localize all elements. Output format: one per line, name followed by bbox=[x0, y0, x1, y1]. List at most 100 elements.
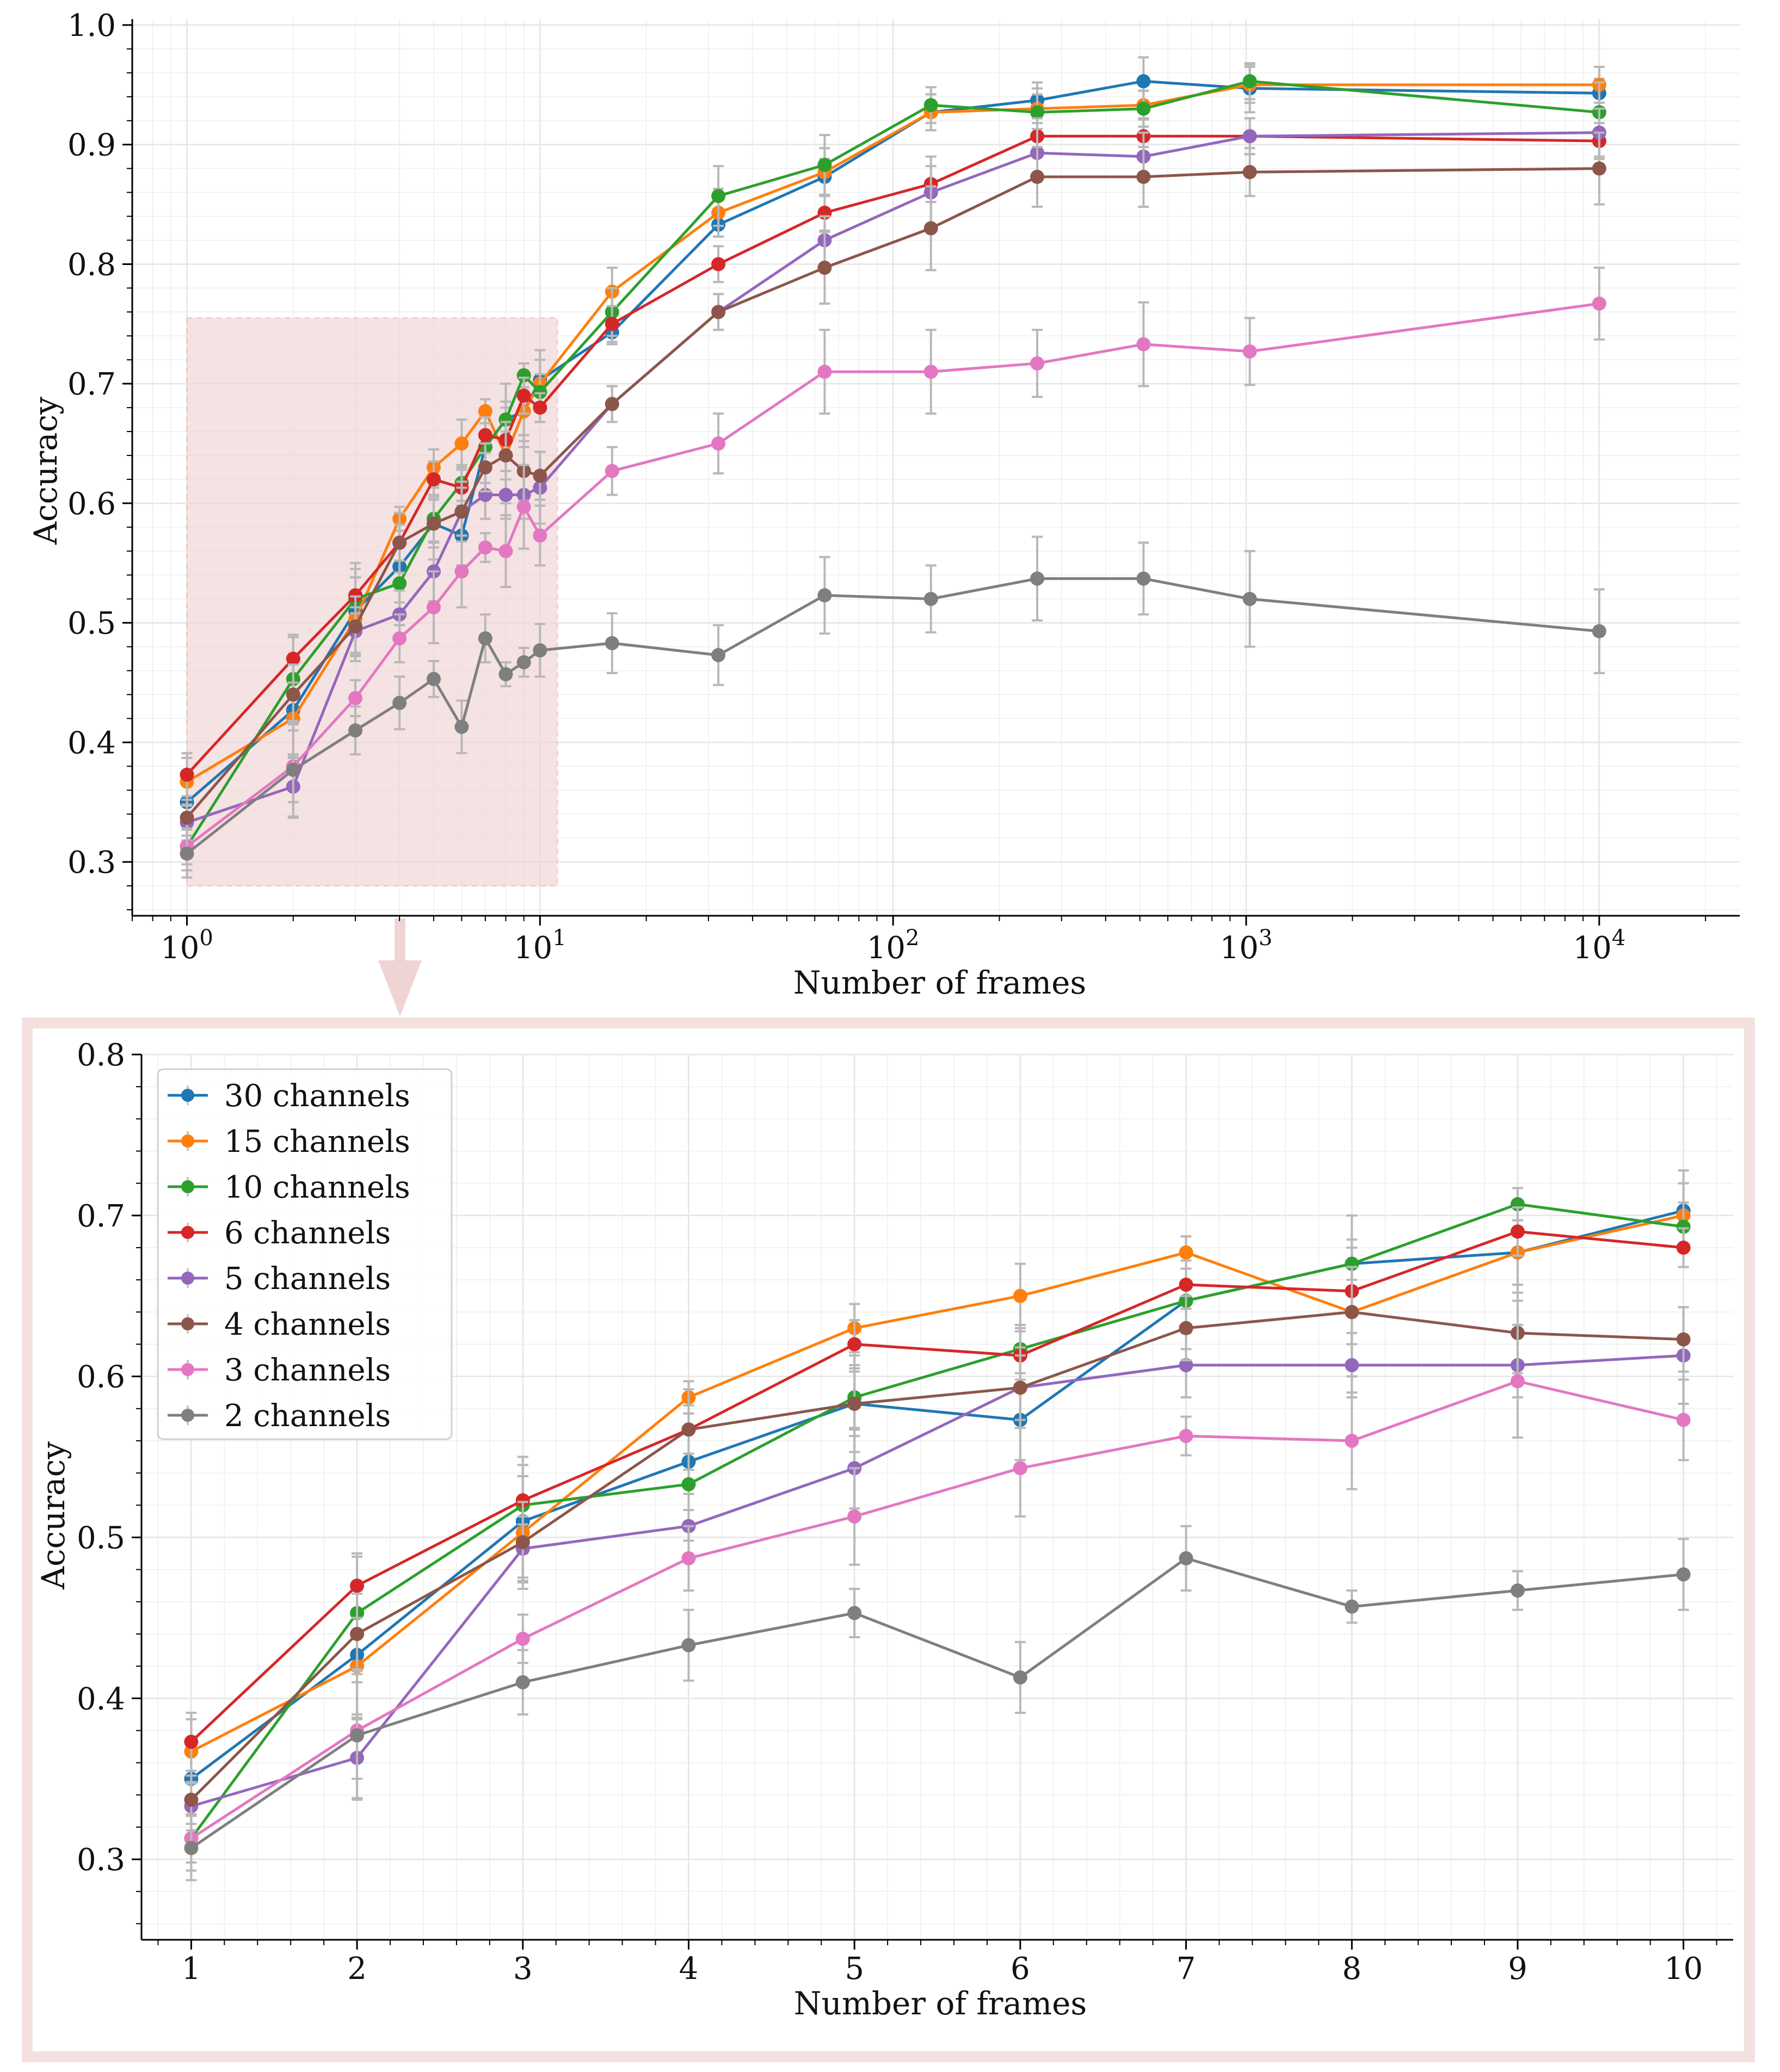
data-point bbox=[1136, 571, 1151, 586]
legend-marker bbox=[181, 1226, 194, 1239]
data-point bbox=[711, 305, 726, 319]
x-tick-label-exponent: 4 bbox=[1612, 926, 1625, 951]
x-tick-label: 5 bbox=[845, 1951, 864, 1987]
zoom-y-axis-label: Accuracy bbox=[35, 1441, 72, 1590]
legend-entry: 5 channels bbox=[168, 1261, 391, 1297]
legend-label: 4 channels bbox=[224, 1307, 391, 1342]
overview-y-ticks: 0.3 0.4 0.5 0.6 0.7 0.8 0.9 1.0 bbox=[67, 8, 132, 911]
series-line bbox=[186, 167, 1599, 819]
x-tick-label-exponent: 1 bbox=[552, 926, 566, 951]
data-point bbox=[515, 1535, 530, 1550]
data-point bbox=[1242, 344, 1257, 359]
series-line bbox=[190, 1214, 1684, 1753]
data-point bbox=[1510, 1374, 1525, 1389]
legend-label: 3 channels bbox=[224, 1353, 391, 1388]
data-point bbox=[533, 643, 547, 658]
data-point bbox=[286, 762, 300, 777]
data-point bbox=[348, 588, 363, 603]
data-point bbox=[923, 98, 938, 113]
legend-label: 15 channels bbox=[224, 1124, 410, 1160]
y-tick-label: 0.4 bbox=[67, 725, 116, 761]
data-point bbox=[392, 631, 407, 646]
data-point bbox=[498, 667, 513, 682]
data-point bbox=[533, 400, 547, 415]
data-point bbox=[184, 1841, 199, 1855]
x-tick-label: 8 bbox=[1342, 1951, 1362, 1987]
data-point bbox=[1179, 1245, 1193, 1260]
x-tick-label-base: 10 bbox=[1573, 930, 1611, 966]
zoom-series-2-channels bbox=[184, 1525, 1691, 1882]
data-point bbox=[516, 499, 531, 514]
data-point bbox=[1242, 74, 1257, 89]
data-point bbox=[180, 810, 194, 825]
zoom-arrow-head bbox=[378, 960, 422, 1016]
data-point bbox=[847, 1396, 862, 1411]
zoom-x-ticks: 1 2 3 4 5 6 7 8 9 10 bbox=[157, 1940, 1717, 1987]
y-tick-label: 0.4 bbox=[77, 1681, 125, 1717]
data-point bbox=[1136, 170, 1151, 184]
data-point bbox=[817, 588, 832, 603]
data-point bbox=[1013, 1380, 1027, 1395]
data-point bbox=[184, 1735, 199, 1749]
data-point bbox=[1030, 105, 1045, 120]
legend-marker bbox=[181, 1272, 194, 1285]
data-point bbox=[427, 516, 441, 531]
legend-label: 5 channels bbox=[224, 1261, 391, 1297]
data-point bbox=[392, 535, 407, 550]
data-point bbox=[516, 388, 531, 403]
overview-series-2-channels bbox=[180, 535, 1606, 879]
zoom-axes bbox=[140, 1054, 1733, 1941]
x-tick-label: 10 bbox=[1664, 1951, 1703, 1987]
y-tick-label: 0.5 bbox=[67, 606, 116, 642]
legend-label: 10 channels bbox=[224, 1170, 410, 1205]
series-line bbox=[190, 1354, 1684, 1808]
y-tick-label: 0.8 bbox=[67, 247, 116, 282]
data-point bbox=[515, 1493, 530, 1508]
data-point bbox=[478, 460, 492, 474]
data-point bbox=[605, 317, 619, 331]
series-line bbox=[186, 83, 1599, 784]
data-point bbox=[516, 368, 531, 383]
series-line bbox=[190, 1310, 1684, 1801]
data-point bbox=[1676, 1413, 1691, 1427]
data-point bbox=[1179, 1551, 1193, 1565]
y-tick-label: 0.7 bbox=[77, 1199, 125, 1234]
data-point bbox=[1136, 337, 1151, 351]
data-point bbox=[392, 576, 407, 591]
series-line bbox=[190, 1202, 1684, 1840]
data-point bbox=[478, 428, 492, 442]
legend-entry: 4 channels bbox=[168, 1307, 391, 1342]
data-point bbox=[711, 257, 726, 272]
legend-marker bbox=[181, 1409, 194, 1422]
data-point bbox=[1030, 356, 1045, 371]
data-point bbox=[1179, 1429, 1193, 1444]
data-point bbox=[1013, 1670, 1027, 1685]
data-point bbox=[711, 436, 726, 451]
data-point bbox=[711, 189, 726, 203]
zoom-series bbox=[184, 1169, 1691, 1882]
x-tick-label: 101 bbox=[514, 926, 566, 966]
y-tick-label: 1.0 bbox=[67, 8, 116, 44]
legend-box bbox=[157, 1068, 453, 1440]
series-line bbox=[190, 1557, 1684, 1849]
legend-entry: 10 channels bbox=[168, 1170, 410, 1205]
data-point bbox=[1242, 591, 1257, 606]
data-point bbox=[515, 1631, 530, 1646]
data-point bbox=[1242, 165, 1257, 180]
x-tick-label-exponent: 2 bbox=[906, 926, 919, 951]
legend: 30 channels 15 channels 10 channels 6 chann… bbox=[157, 1068, 453, 1440]
data-point bbox=[180, 767, 194, 782]
legend-entry: 30 channels bbox=[168, 1078, 410, 1114]
data-point bbox=[847, 1337, 862, 1352]
series-line bbox=[190, 1230, 1684, 1743]
data-point bbox=[1345, 1358, 1359, 1372]
data-point bbox=[427, 600, 441, 615]
y-tick-label: 0.3 bbox=[67, 845, 116, 880]
legend-entry: 3 channels bbox=[168, 1353, 391, 1388]
x-tick-label: 2 bbox=[347, 1951, 367, 1987]
data-point bbox=[498, 488, 513, 502]
data-point bbox=[681, 1551, 696, 1565]
data-point bbox=[817, 261, 832, 275]
series-line bbox=[190, 1380, 1684, 1840]
